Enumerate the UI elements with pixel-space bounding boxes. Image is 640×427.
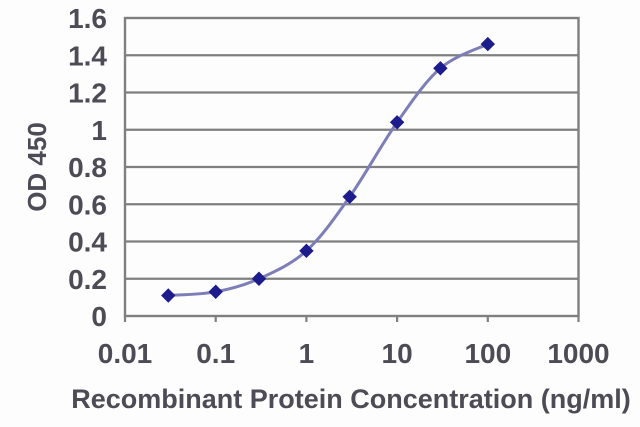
y-tick-label-1: 1: [91, 115, 107, 146]
gridlines: [125, 54, 579, 280]
y-axis-tick-labels: 0 0.2 0.4 0.6 0.8 1 1.2 1.4 1.6: [68, 3, 107, 332]
x-tick-label-10: 10: [382, 338, 413, 369]
x-tick-label-1: 1: [299, 338, 315, 369]
data-point-0.03: [161, 288, 176, 303]
data-point-10: [389, 115, 405, 130]
x-tick-label-1000: 1000: [547, 338, 609, 369]
data-point-0.3: [251, 271, 267, 286]
data-line: [166, 42, 490, 297]
x-axis-tick-labels: 0.01 0.1 1 10 100 1000: [98, 338, 610, 369]
y-tick-label-0: 0: [91, 301, 107, 332]
y-tick-label-0.8: 0.8: [68, 152, 107, 183]
data-point-markers: [161, 36, 496, 303]
plot-border: [123, 16, 580, 318]
x-axis-tick-marks: [123, 316, 580, 322]
y-tick-label-0.4: 0.4: [68, 227, 107, 258]
x-tick-label-0.01: 0.01: [98, 338, 153, 369]
y-tick-label-0.2: 0.2: [68, 264, 107, 295]
data-point-1: [299, 243, 314, 259]
data-point-3: [342, 189, 357, 205]
x-axis-title: Recombinant Protein Concentration (ng/ml…: [71, 384, 631, 414]
y-tick-label-1.2: 1.2: [68, 78, 107, 109]
x-tick-label-100: 100: [464, 338, 511, 369]
data-point-0.1: [208, 284, 223, 299]
data-point-30: [433, 61, 448, 76]
y-tick-label-1.6: 1.6: [68, 3, 107, 34]
x-tick-label-0.1: 0.1: [196, 338, 235, 369]
y-tick-label-0.6: 0.6: [68, 189, 107, 220]
y-axis-title: OD 450: [22, 122, 52, 212]
data-point-100: [480, 36, 496, 52]
y-tick-label-1.4: 1.4: [68, 40, 107, 71]
